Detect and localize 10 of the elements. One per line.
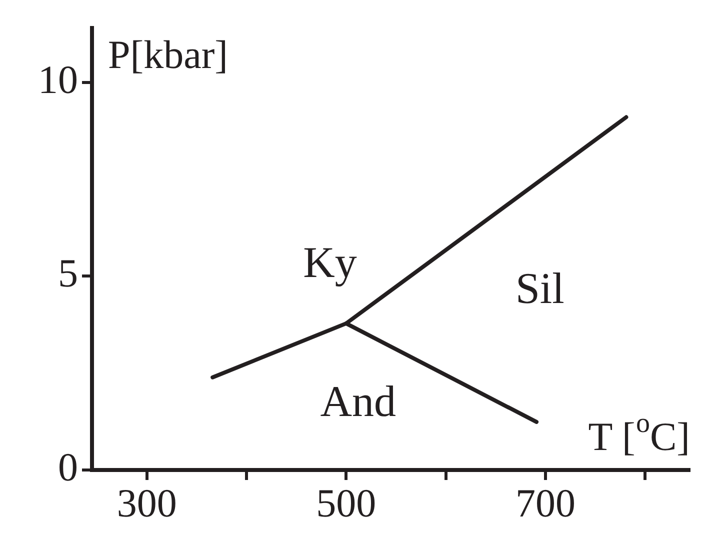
annotation: And bbox=[320, 377, 396, 426]
x-tick-label: 500 bbox=[316, 480, 376, 526]
x-tick-label: 700 bbox=[515, 480, 576, 526]
y-tick-label: 0 bbox=[58, 444, 78, 490]
y-tick-label: 5 bbox=[58, 250, 78, 296]
annotation: Ky bbox=[303, 238, 357, 287]
y-axis-title: P[kbar] bbox=[108, 32, 228, 77]
y-tick-label: 10 bbox=[38, 56, 78, 102]
annotation: Sil bbox=[515, 264, 564, 313]
x-tick-label: 300 bbox=[116, 480, 177, 526]
